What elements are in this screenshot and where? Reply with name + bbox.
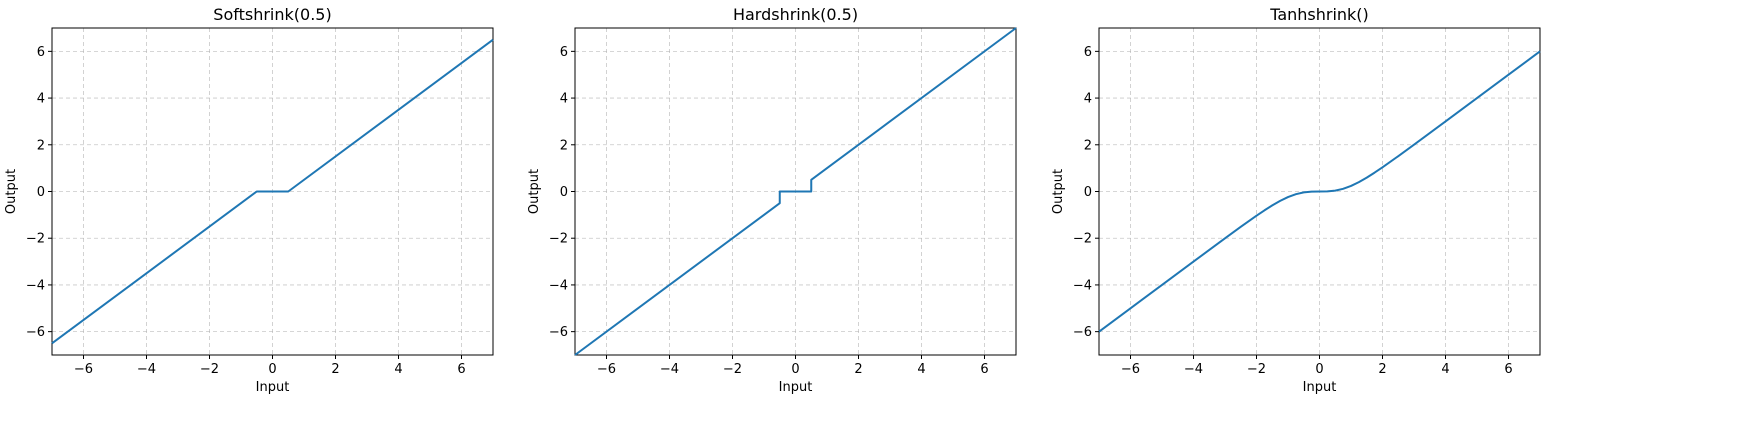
y-tick-label: 6 (560, 45, 568, 60)
x-tick-label: −6 (74, 362, 93, 377)
x-tick-label: −6 (597, 362, 616, 377)
series-line (574, 27, 1017, 356)
y-tick-label: −2 (1073, 232, 1092, 247)
x-tick-label: 6 (457, 362, 465, 377)
x-tick-label: 0 (791, 362, 799, 377)
x-tick-label: −2 (1247, 362, 1266, 377)
series-line (1098, 50, 1541, 333)
x-tick-label: 2 (854, 362, 862, 377)
x-ticks: −6 −4 −2 0 2 4 6 (1121, 355, 1513, 377)
y-tick-label: 6 (1084, 45, 1092, 60)
x-axis-label: Input (256, 380, 290, 395)
y-tick-label: −4 (1073, 278, 1092, 293)
y-ticks: −6 −4 −2 0 2 4 6 (549, 45, 575, 340)
x-tick-label: −4 (660, 362, 679, 377)
x-axis-label: Input (1303, 380, 1337, 395)
x-tick-label: 2 (331, 362, 339, 377)
y-tick-label: 2 (560, 138, 568, 153)
y-tick-label: −2 (26, 232, 45, 247)
x-tick-label: −6 (1121, 362, 1140, 377)
subplot-hardshrink: −6 −4 −2 0 2 4 6 −6 −4 −2 0 2 4 6 Hardshrink(0.5) In… (527, 5, 1017, 395)
y-tick-label: −6 (549, 325, 568, 340)
chart-title: Softshrink(0.5) (213, 5, 331, 24)
y-tick-label: 0 (37, 185, 45, 200)
x-axis-label: Input (779, 380, 813, 395)
x-tick-label: 0 (1315, 362, 1323, 377)
x-tick-label: 0 (268, 362, 276, 377)
y-tick-label: −4 (549, 278, 568, 293)
y-tick-label: −6 (26, 325, 45, 340)
x-tick-label: −2 (200, 362, 219, 377)
y-tick-label: 0 (560, 185, 568, 200)
y-ticks: −6 −4 −2 0 2 4 6 (1073, 45, 1099, 340)
y-tick-label: 0 (1084, 185, 1092, 200)
y-tick-label: 4 (560, 92, 568, 107)
y-tick-label: 2 (37, 138, 45, 153)
y-tick-label: 4 (37, 92, 45, 107)
y-ticks: −6 −4 −2 0 2 4 6 (26, 45, 52, 340)
x-tick-label: −4 (1184, 362, 1203, 377)
y-tick-label: 2 (1084, 138, 1092, 153)
x-tick-label: 6 (1504, 362, 1512, 377)
y-tick-label: 4 (1084, 92, 1092, 107)
y-axis-label: Output (527, 169, 542, 214)
y-tick-label: −2 (549, 232, 568, 247)
x-tick-label: −2 (723, 362, 742, 377)
x-tick-label: −4 (137, 362, 156, 377)
x-tick-label: 6 (980, 362, 988, 377)
x-tick-label: 2 (1378, 362, 1386, 377)
x-tick-label: 4 (917, 362, 925, 377)
y-axis-label: Output (1051, 169, 1066, 214)
x-tick-label: 4 (394, 362, 402, 377)
y-tick-label: −4 (26, 278, 45, 293)
x-tick-label: 4 (1441, 362, 1449, 377)
y-tick-label: −6 (1073, 325, 1092, 340)
y-axis-label: Output (4, 169, 19, 214)
x-ticks: −6 −4 −2 0 2 4 6 (597, 355, 989, 377)
chart-title: Tanhshrink() (1269, 5, 1369, 24)
chart-title: Hardshrink(0.5) (733, 5, 858, 24)
y-tick-label: 6 (37, 45, 45, 60)
subplot-tanhshrink: −6 −4 −2 0 2 4 6 −6 −4 −2 0 2 4 6 Tanhshrink() Input… (1051, 5, 1541, 395)
series-line (51, 38, 494, 345)
subplot-softshrink: −6 −4 −2 0 2 4 6 −6 −4 −2 0 2 4 6 Softshrink(0.5) In… (4, 5, 494, 395)
x-ticks: −6 −4 −2 0 2 4 6 (74, 355, 466, 377)
